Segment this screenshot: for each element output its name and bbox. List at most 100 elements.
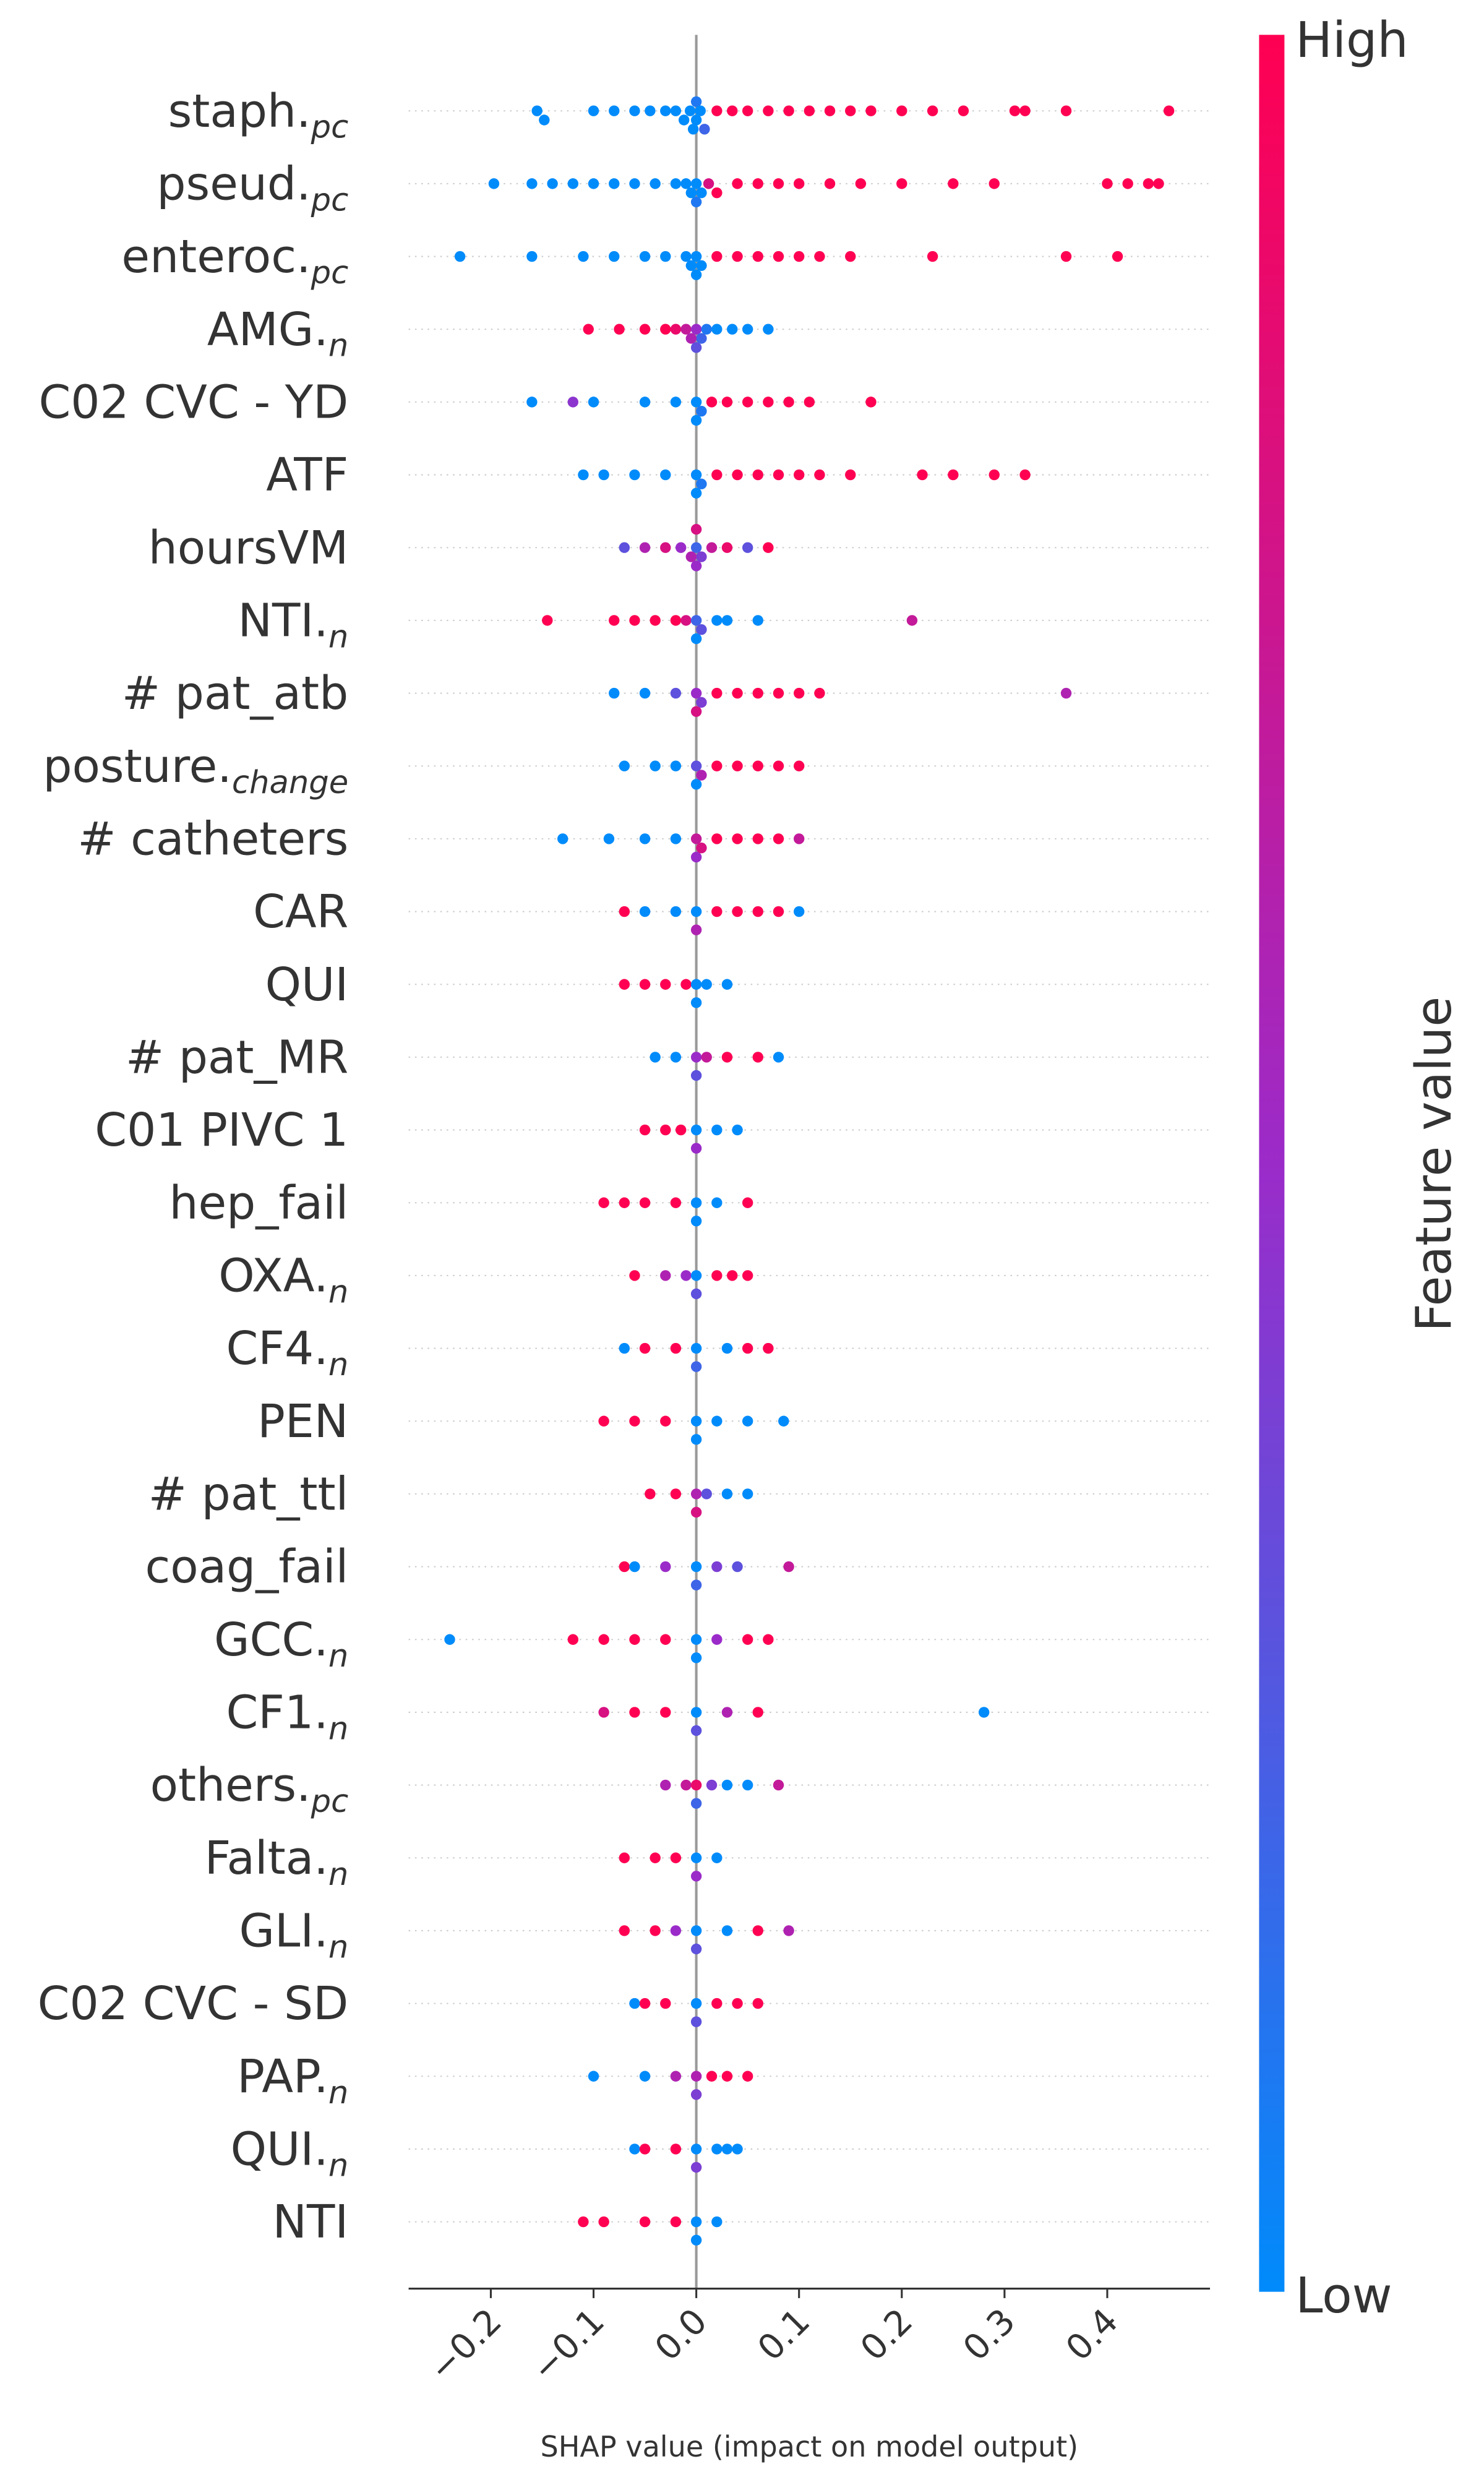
shap-dot: [742, 397, 753, 408]
shap-dot: [690, 487, 702, 499]
shap-dot: [567, 1634, 579, 1645]
shap-dot: [752, 1052, 763, 1063]
colorbar: [1259, 35, 1285, 2292]
shap-dot: [742, 1342, 753, 1354]
shap-dot: [793, 687, 805, 699]
shap-dot: [727, 324, 738, 335]
shap-dot: [531, 105, 543, 116]
shap-dot: [690, 469, 702, 481]
shap-dot: [690, 760, 702, 771]
shap-dot: [711, 469, 723, 481]
shap-dot: [732, 906, 743, 917]
feature-label: others.pc: [150, 1758, 349, 1820]
shap-dot: [711, 760, 723, 771]
shap-dot: [690, 1579, 702, 1590]
shap-dot: [732, 760, 743, 771]
shap-dot: [660, 1707, 671, 1718]
shap-dot: [824, 178, 836, 189]
shap-dot: [639, 2216, 651, 2228]
colorbar-label: Feature value: [1405, 997, 1462, 1332]
feature-label: # pat_MR: [126, 1031, 348, 1084]
shap-dot: [680, 178, 692, 189]
shap-dot: [732, 1124, 743, 1136]
shap-dot: [742, 324, 753, 335]
shap-dot: [588, 397, 599, 408]
shap-dot: [660, 324, 671, 335]
shap-dot: [598, 1197, 609, 1208]
shap-dot: [690, 1270, 702, 1281]
shap-dot: [721, 1342, 733, 1354]
feature-subscript: n: [328, 2074, 348, 2111]
shap-dot: [1122, 178, 1133, 189]
shap-dot: [721, 1925, 733, 1936]
shap-dot: [670, 833, 682, 844]
shap-dot: [865, 105, 877, 116]
feature-label: C02 CVC - SD: [38, 1976, 349, 2030]
shap-dot: [896, 178, 907, 189]
shap-dot: [670, 2144, 682, 2155]
shap-dot: [711, 833, 723, 844]
shap-dot: [526, 397, 538, 408]
feature-name: # pat_MR: [126, 1031, 348, 1084]
shap-dot: [727, 1270, 738, 1281]
shap-dot: [670, 324, 682, 335]
shap-dot: [989, 178, 1000, 189]
shap-dot: [690, 2016, 702, 2027]
shap-dot: [690, 1143, 702, 1154]
shap-dot: [763, 1342, 774, 1354]
shap-dot: [670, 2071, 682, 2082]
shap-dot: [696, 187, 707, 199]
feature-label: CF1.n: [226, 1686, 348, 1748]
shap-dot: [773, 760, 784, 771]
x-tick-label: 0.0: [648, 2301, 715, 2369]
feature-label: C02 CVC - YD: [38, 375, 348, 429]
feature-subscript: n: [328, 1637, 348, 1675]
feature-name: GCC.: [214, 1613, 328, 1667]
feature-name: # catheters: [77, 812, 348, 865]
shap-dot: [685, 260, 697, 272]
shap-dot: [763, 324, 774, 335]
shap-dot: [690, 2161, 702, 2173]
shap-dot: [639, 979, 651, 990]
feature-name: hep_fail: [169, 1176, 348, 1230]
shap-dot: [670, 1925, 682, 1936]
shap-dot: [670, 2216, 682, 2228]
shap-dot: [660, 1634, 671, 1645]
shap-dot: [989, 469, 1000, 481]
feature-label: NTI: [273, 2195, 349, 2249]
shap-dot: [690, 1707, 702, 1718]
shap-dot: [793, 178, 805, 189]
shap-dot: [650, 1852, 661, 1863]
shap-dot: [696, 770, 707, 781]
feature-name: QUI: [265, 958, 349, 1011]
shap-dot: [814, 469, 825, 481]
shap-dot: [660, 1561, 671, 1573]
shap-dot: [598, 1415, 609, 1427]
shap-dot: [721, 1052, 733, 1063]
shap-dot: [660, 1779, 671, 1791]
shap-dot: [690, 1871, 702, 1882]
shap-dot: [583, 324, 594, 335]
feature-name: CF1.: [226, 1686, 328, 1740]
shap-dot: [742, 1270, 753, 1281]
feature-subscript: n: [328, 1928, 348, 1965]
shap-dot: [670, 906, 682, 917]
shap-dot: [948, 178, 959, 189]
feature-name: pseud.: [157, 157, 311, 210]
shap-dot: [711, 687, 723, 699]
shap-dot: [629, 178, 640, 189]
shap-dot: [752, 687, 763, 699]
feature-label: hoursVM: [148, 521, 349, 575]
shap-dot: [542, 615, 553, 626]
shap-dot: [660, 469, 671, 481]
shap-dot: [685, 551, 697, 562]
shap-dot: [639, 906, 651, 917]
feature-label: # pat_ttl: [148, 1467, 348, 1521]
feature-subscript: pc: [311, 254, 349, 291]
shap-dot: [855, 178, 867, 189]
shap-dot: [690, 560, 702, 572]
feature-label: GCC.n: [214, 1613, 348, 1675]
shap-dot: [690, 924, 702, 935]
shap-dot: [629, 1634, 640, 1645]
shap-dot: [1163, 105, 1175, 116]
